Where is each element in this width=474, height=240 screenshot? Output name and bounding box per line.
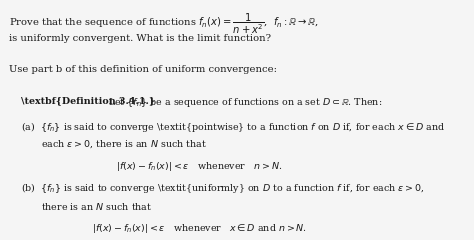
Text: Use part b of this definition of uniform convergence:: Use part b of this definition of uniform…: [9, 65, 277, 74]
Text: each $\epsilon > 0$, there is an $N$ such that: each $\epsilon > 0$, there is an $N$ suc…: [41, 138, 207, 150]
Text: is uniformly convergent. What is the limit function?: is uniformly convergent. What is the lim…: [9, 35, 271, 43]
Text: $|f(x) - f_n(x)| < \epsilon$   whenever   $n > N$.: $|f(x) - f_n(x)| < \epsilon$ whenever $n…: [116, 160, 283, 173]
Text: Let $\{f_n\}$ be a sequence of functions on a set $D \subset \mathbb{R}$. Then:: Let $\{f_n\}$ be a sequence of functions…: [109, 96, 383, 109]
Text: (a)  $\{f_n\}$ is said to converge \textit{pointwise} to a function $f$ on $D$ i: (a) $\{f_n\}$ is said to converge \texti…: [21, 120, 445, 133]
Text: (b)  $\{f_n\}$ is said to converge \textit{uniformly} on $D$ to a function $f$ i: (b) $\{f_n\}$ is said to converge \texti…: [21, 181, 425, 195]
Text: $|f(x) - f_n(x)| < \epsilon$   whenever   $x \in D$ and $n > N$.: $|f(x) - f_n(x)| < \epsilon$ whenever $x…: [92, 222, 307, 235]
Text: \textbf{Definition 3.4.1.}: \textbf{Definition 3.4.1.}: [21, 96, 155, 105]
Text: Prove that the sequence of functions $f_n(x) = \dfrac{1}{n+x^2}$,  $f_n: \mathbb: Prove that the sequence of functions $f_…: [9, 11, 319, 36]
Text: there is an $N$ such that: there is an $N$ such that: [41, 201, 152, 212]
